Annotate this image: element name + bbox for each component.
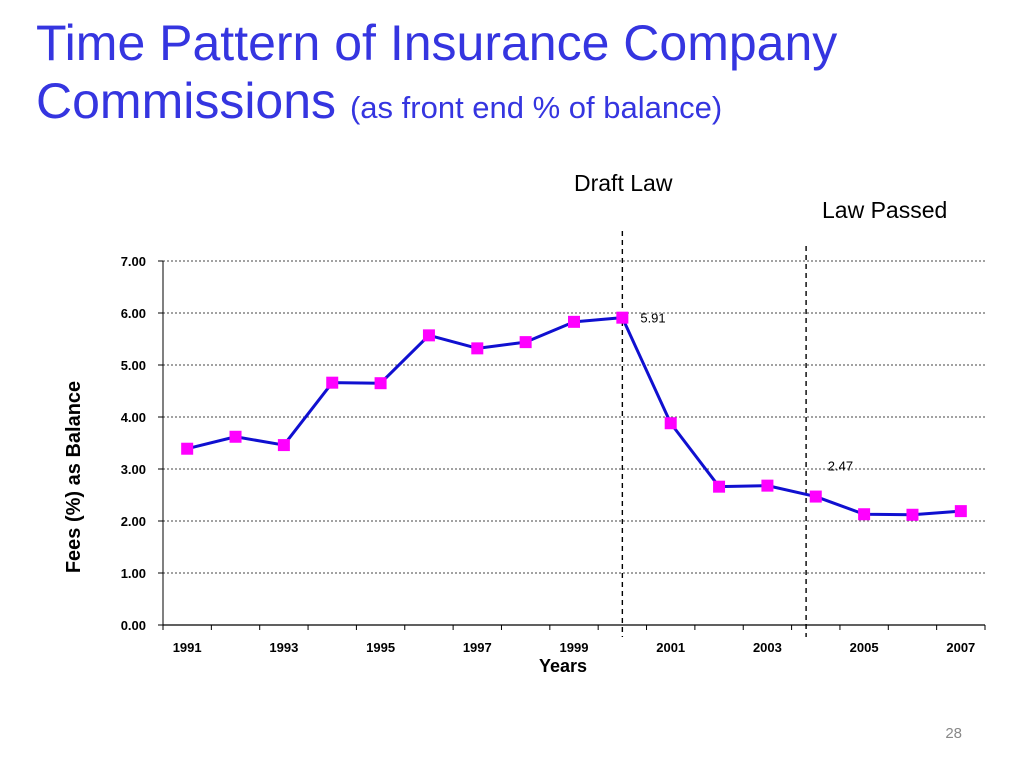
data-labels: 5.91 2.47	[640, 311, 853, 474]
y-axis-title: Fees (%) as Balance	[63, 381, 85, 573]
data-point	[906, 508, 919, 521]
vertical-marker-lines	[621, 231, 807, 637]
data-point	[519, 336, 532, 349]
series-line	[186, 316, 961, 517]
y-tick-label: 6.00	[121, 306, 146, 321]
x-tick-label: 2007	[946, 640, 975, 655]
y-axis-ticks: 0.00 1.00 2.00 3.00 4.00 5.00 6.00 7.00	[121, 254, 163, 633]
draft-law-annotation: Draft Law	[574, 170, 673, 196]
slide-title-main: Time Pattern of Insurance Company Commis…	[36, 15, 838, 129]
data-point	[664, 417, 677, 430]
line-chart: 0.001.002.003.004.005.006.007.00 1991 199…	[63, 231, 986, 676]
y-tick-label: 0.00	[121, 618, 146, 633]
data-point	[954, 505, 967, 518]
x-tick-label: 1991	[173, 640, 202, 655]
data-point	[326, 376, 339, 389]
y-tick-label: 3.00	[121, 462, 146, 477]
data-point	[616, 311, 629, 324]
slide-title: Time Pattern of Insurance Company Commis…	[36, 14, 996, 137]
x-tick-label: 2005	[850, 640, 879, 655]
x-tick-label: 2003	[753, 640, 782, 655]
data-point	[374, 377, 387, 390]
slide-title-subtitle: (as front end % of balance)	[349, 90, 723, 125]
y-tick-label: 1.00	[121, 566, 146, 581]
y-tick-label: 2.00	[121, 514, 146, 529]
data-point	[858, 508, 871, 521]
data-point	[761, 479, 774, 492]
x-tick-label: 1999	[560, 640, 589, 655]
law-passed-annotation: Law Passed	[822, 197, 948, 223]
y-tick-label: 5.00	[121, 358, 146, 373]
data-point	[422, 329, 435, 342]
data-point	[713, 480, 726, 493]
data-label: 2.47	[828, 459, 853, 474]
data-point	[181, 442, 194, 455]
x-tick-label: 1997	[463, 640, 492, 655]
series-points	[181, 311, 967, 521]
data-point	[471, 342, 484, 355]
x-tick-label: 1993	[269, 640, 298, 655]
chart-gridlines	[162, 260, 985, 626]
y-tick-label: 7.00	[121, 254, 146, 269]
y-tick-label: 4.00	[121, 410, 146, 425]
data-point	[277, 439, 290, 452]
data-point	[229, 430, 242, 443]
x-axis-title: Years	[539, 656, 587, 676]
x-axis-ticks: 1991 1993 1995 1997 1999 2001 2003 2005 2007	[162, 625, 986, 655]
page-number: 28	[945, 725, 962, 742]
data-label: 5.91	[640, 311, 665, 326]
x-tick-label: 1995	[366, 640, 395, 655]
data-point	[809, 490, 822, 503]
x-tick-label: 2001	[656, 640, 685, 655]
data-point	[568, 315, 580, 328]
